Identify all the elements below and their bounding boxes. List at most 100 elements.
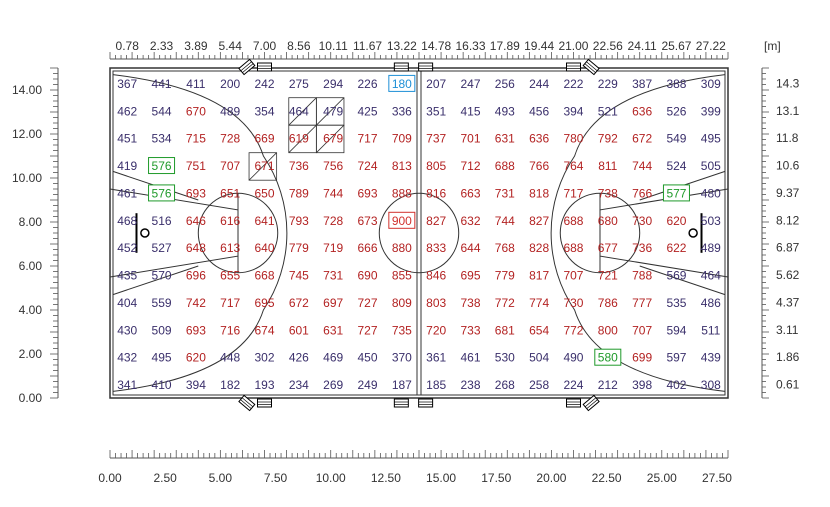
luminaire-body <box>566 62 581 72</box>
illuminance-value: 709 <box>392 132 412 146</box>
illuminance-value: 341 <box>117 378 137 392</box>
illuminance-value: 731 <box>323 269 343 283</box>
illuminance-value: 544 <box>152 104 172 118</box>
right-tick-label: 0.61 <box>776 378 800 392</box>
illuminance-value: 402 <box>666 378 686 392</box>
illuminance-value: 809 <box>392 296 412 310</box>
illuminance-value: 730 <box>632 214 652 228</box>
left-free-throw-circle <box>197 192 279 274</box>
illuminance-value: 495 <box>701 132 721 146</box>
illuminance-value: 495 <box>152 351 172 365</box>
top-tick-label: 3.89 <box>184 39 208 53</box>
right-three-point-arc <box>550 74 726 392</box>
bottom-tick-label: 7.50 <box>264 471 288 485</box>
illuminance-value: 655 <box>220 269 240 283</box>
left-tick-label: 0.00 <box>19 391 43 405</box>
illuminance-value: 493 <box>495 104 515 118</box>
illuminance-value: 673 <box>357 214 377 228</box>
axis-ticks <box>50 52 769 459</box>
illuminance-value: 336 <box>392 104 412 118</box>
grid-marker-diagonal <box>248 152 277 181</box>
right-tick-label: 6.87 <box>776 241 800 255</box>
illuminance-value: 636 <box>632 104 652 118</box>
illuminance-value: 779 <box>495 269 515 283</box>
illuminance-value: 695 <box>255 296 275 310</box>
right-tick-label: 9.37 <box>776 186 800 200</box>
bottom-tick-label: 0.00 <box>98 471 122 485</box>
illuminance-value: 516 <box>152 214 172 228</box>
illuminance-value: 456 <box>529 104 549 118</box>
illuminance-value: 570 <box>152 269 172 283</box>
illuminance-value: 707 <box>563 269 583 283</box>
top-tick-label: 5.44 <box>219 39 243 53</box>
top-tick-label: 11.67 <box>353 39 382 53</box>
luminaire-body <box>238 58 256 76</box>
illuminance-value: 800 <box>598 323 618 337</box>
illuminance-value: 736 <box>632 241 652 255</box>
illuminance-value: 351 <box>426 104 446 118</box>
right-lane-line <box>639 265 726 296</box>
illuminance-value: 888 <box>392 186 412 200</box>
top-tick-label: 8.56 <box>287 39 311 53</box>
illuminance-value: 432 <box>117 351 137 365</box>
illuminance-value: 648 <box>186 241 206 255</box>
illuminance-value: 816 <box>426 186 446 200</box>
illuminance-value: 681 <box>495 323 515 337</box>
illuminance-value: 855 <box>392 269 412 283</box>
illuminance-value: 480 <box>701 186 721 200</box>
illuminance-value: 462 <box>117 104 137 118</box>
illuminance-value: 672 <box>289 296 309 310</box>
illuminance-value: 701 <box>460 132 480 146</box>
court-inner-boundary <box>112 70 726 396</box>
illuminance-value: 817 <box>529 269 549 283</box>
luminaire-line <box>584 397 597 408</box>
top-tick-label: 21.00 <box>558 39 588 53</box>
illuminance-value: 398 <box>632 378 652 392</box>
right-key <box>599 188 729 278</box>
illuminance-value: 439 <box>701 351 721 365</box>
illuminance-value: 577 <box>666 186 686 200</box>
illuminance-value: 489 <box>701 241 721 255</box>
illuminance-value: 805 <box>426 159 446 173</box>
illuminance-value: 699 <box>632 351 652 365</box>
illuminance-value: 764 <box>563 159 583 173</box>
illuminance-value: 309 <box>701 77 721 91</box>
illuminance-value: 504 <box>529 351 549 365</box>
illuminance-value: 521 <box>598 104 618 118</box>
illuminance-value: 828 <box>529 241 549 255</box>
illuminance-value: 269 <box>323 378 343 392</box>
right-free-throw-circle <box>559 192 641 274</box>
illuminance-value: 486 <box>701 296 721 310</box>
illuminance-value: 751 <box>186 159 206 173</box>
left-tick-label: 4.00 <box>19 303 43 317</box>
luminaire-body <box>582 394 600 412</box>
left-tick-label: 2.00 <box>19 347 43 361</box>
illuminance-value: 724 <box>357 159 377 173</box>
illuminance-value: 534 <box>152 132 172 146</box>
top-tick-label: 13.22 <box>387 39 417 53</box>
illuminance-value: 693 <box>357 186 377 200</box>
illuminance-value: 672 <box>632 132 652 146</box>
bottom-tick-label: 2.50 <box>153 471 177 485</box>
illuminance-value: 789 <box>289 186 309 200</box>
luminaire-body <box>393 398 409 408</box>
illuminance-value: 489 <box>220 104 240 118</box>
illuminance-value: 766 <box>632 186 652 200</box>
illuminance-value: 717 <box>220 296 240 310</box>
illuminance-value: 707 <box>632 323 652 337</box>
illuminance-value: 207 <box>426 77 446 91</box>
luminaire-line <box>240 61 252 72</box>
illuminance-value: 779 <box>289 241 309 255</box>
illuminance-value: 772 <box>495 296 515 310</box>
top-tick-label: 0.78 <box>116 39 140 53</box>
illuminance-value: 690 <box>357 269 377 283</box>
luminaire-line <box>240 399 252 409</box>
bottom-tick-label: 27.50 <box>702 471 732 485</box>
illuminance-value: 258 <box>529 378 549 392</box>
illuminance-value: 688 <box>563 214 583 228</box>
illuminance-value: 666 <box>357 241 377 255</box>
illuminance-value: 671 <box>255 159 275 173</box>
bottom-tick-label: 12.50 <box>371 471 401 485</box>
illuminance-value: 636 <box>529 132 549 146</box>
